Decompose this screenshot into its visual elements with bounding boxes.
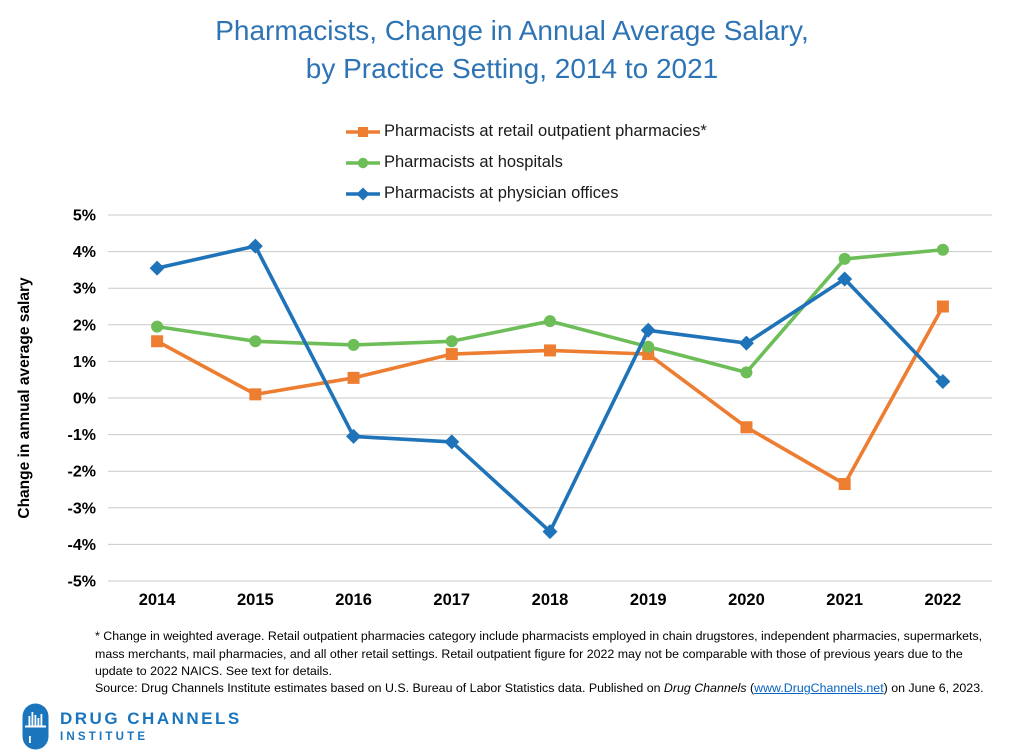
data-point-marker [838,252,851,265]
data-point-marker [936,300,949,313]
data-point-marker [347,371,360,384]
x-tick-label: 2022 [925,591,962,609]
data-point-marker [249,388,262,401]
data-point-marker [444,434,460,450]
title-line-2: by Practice Setting, 2014 to 2021 [305,53,719,84]
source-suffix: ) on June 6, 2023. [883,681,984,695]
physician-series-marker-icon [345,186,381,202]
source-note: Source: Drug Channels Institute estimate… [95,681,984,695]
series-0 [151,300,949,491]
data-point-marker [936,243,949,256]
retail-series-marker-icon [345,124,381,140]
y-tick-label: 0% [73,391,96,408]
page-title: Pharmacists, Change in Annual Average Sa… [0,12,1024,88]
data-point-marker [347,338,360,351]
x-tick-label: 2020 [728,591,765,609]
series-line [155,304,945,486]
y-tick-label: 4% [73,244,96,261]
data-point-marker [249,335,262,348]
data-point-marker [740,366,753,379]
y-tick-label: 3% [73,281,96,298]
data-point-marker [544,315,556,328]
footnote: * Change in weighted average. Retail out… [95,628,982,681]
footnote-line-1: * Change in weighted average. Retail out… [95,629,983,643]
data-point-marker [346,428,362,444]
logo-text: DRUG CHANNELS INSTITUTE [60,709,242,745]
drug-channels-institute-logo: DRUG CHANNELS INSTITUTE [22,703,242,750]
source-text: Source: Drug Channels Institute estimate… [95,681,664,695]
x-tick-label: 2016 [335,591,372,609]
y-tick-label: -4% [68,537,96,554]
legend-item-hospitals: Pharmacists at hospitals [345,147,707,178]
data-point-marker [837,271,853,287]
y-tick-label: 2% [73,317,96,334]
x-tick-labels: 2014 2015 2016 2017 2018 2019 2020 2021 2022 [139,591,961,609]
x-tick-label: 2017 [433,591,470,609]
data-point-marker [542,524,558,540]
footnote-line-3: update to 2022 NAICS. See text for detai… [95,664,332,678]
drugchannels-link[interactable]: www.DrugChannels.net [754,681,884,695]
legend-label: Pharmacists at physician offices [384,184,619,202]
x-tick-label: 2019 [630,591,667,609]
series-2 [149,238,951,540]
data-point-marker [740,421,753,434]
legend-item-retail: Pharmacists at retail outpatient pharmac… [345,116,707,147]
source-publication-name: Drug Channels [663,681,747,695]
legend-item-physician-offices: Pharmacists at physician offices [345,178,707,209]
data-point-marker [544,344,556,357]
chart-legend: Pharmacists at retail outpatient pharmac… [345,116,707,209]
logo-line-2: INSTITUTE [60,730,149,743]
title-line-1: Pharmacists, Change in Annual Average Sa… [215,15,809,46]
logo-line-1: DRUG CHANNELS [60,708,242,728]
x-tick-label: 2018 [532,591,569,609]
series-line [155,244,945,534]
data-point-marker [151,320,164,333]
data-point-marker [151,335,164,348]
data-point-marker [642,340,655,353]
data-point-marker [247,238,263,254]
x-tick-label: 2014 [139,591,177,609]
y-tick-labels: -5% -4% -3% -2% -1% 0% 1% 2% 3% 4% 5% [68,208,96,591]
legend-label: Pharmacists at hospitals [384,153,563,171]
data-point-marker [738,335,754,351]
y-tick-label: -5% [68,574,96,591]
data-point-marker [445,335,458,348]
capsule-icon [22,703,49,750]
x-tick-label: 2015 [237,591,274,609]
data-point-marker [935,374,951,390]
y-tick-label: -3% [68,500,96,517]
x-tick-label: 2021 [826,591,863,609]
y-tick-label: -2% [68,464,96,481]
data-point-marker [640,322,656,338]
series-1 [151,243,949,379]
legend-label: Pharmacists at retail outpatient pharmac… [384,122,707,140]
data-point-marker [149,260,165,276]
y-tick-label: 5% [73,208,96,225]
data-point-marker [445,348,458,361]
hospital-series-marker-icon [345,155,381,171]
y-tick-label: 1% [73,354,96,371]
data-point-marker [838,478,851,491]
footnote-line-2: mass merchants, mail pharmacies, and all… [95,646,963,661]
y-tick-label: -1% [68,427,96,444]
